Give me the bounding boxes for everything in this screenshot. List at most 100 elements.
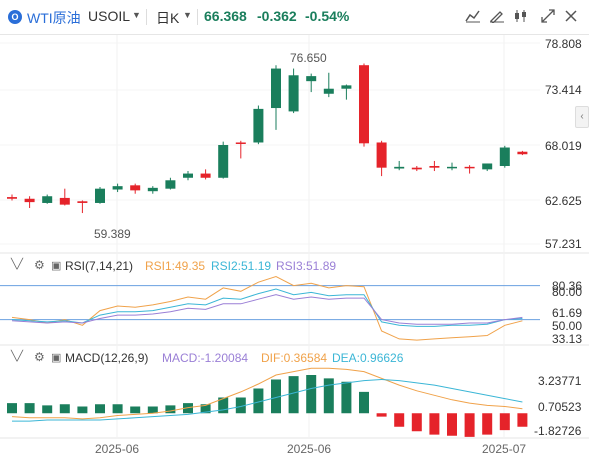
header-divider — [0, 34, 589, 35]
candle-body — [24, 198, 35, 203]
candle-body — [253, 108, 264, 143]
chevron-down-icon: ▼ — [183, 10, 192, 20]
price-change-pct: -0.54% — [305, 8, 350, 24]
candle-body — [77, 201, 88, 203]
macd-bar — [271, 379, 281, 414]
macd-bar — [130, 406, 141, 414]
macd-bar — [95, 404, 105, 414]
close-icon[interactable] — [562, 9, 580, 26]
candle-type-icon[interactable] — [512, 9, 530, 26]
candle-body — [482, 163, 493, 170]
macd-bar — [376, 413, 387, 417]
rsi2-line — [11, 288, 523, 327]
chevron-down-icon: ▼ — [132, 10, 141, 20]
settings-icon[interactable]: ⚙ — [34, 350, 45, 364]
dif-line — [11, 367, 523, 420]
macd-bar — [429, 413, 440, 435]
symbol-selector[interactable]: O WTI原油 USOIL ▼ — [8, 8, 141, 26]
candle-body — [95, 188, 105, 203]
rsi-axis-label: 61.69 — [552, 306, 583, 320]
rsi1-line — [11, 275, 523, 341]
macd-legend: ╲╱ ⚙ ▣ MACD(12,26,9) MACD:-1.20084 DIF:0… — [0, 350, 540, 367]
macd-bar — [112, 404, 123, 414]
rsi3-line — [11, 294, 523, 325]
rsi3-value: RSI3:51.89 — [276, 259, 337, 273]
candle-body — [517, 151, 528, 155]
candle-body — [447, 166, 457, 169]
candle-body — [341, 85, 352, 89]
macd-indicator-icon: ▣ — [51, 352, 62, 364]
macd-bar — [183, 403, 193, 414]
macd-bar — [59, 404, 70, 414]
fullscreen-icon[interactable] — [539, 9, 557, 26]
symbol-code: USOIL — [88, 8, 131, 24]
rsi-axis-label: 33.13 — [552, 332, 583, 346]
x-axis-label: 2025-06 — [287, 442, 332, 456]
candle-body — [7, 197, 17, 199]
rsi-indicator-icon: ▣ — [51, 260, 62, 272]
candle-body — [235, 142, 246, 144]
collapse-axis-button[interactable]: ‹ — [575, 106, 589, 128]
candle-body — [394, 166, 405, 169]
macd-bar — [288, 376, 299, 414]
candle-body — [376, 142, 387, 168]
price-axis-label: 68.019 — [545, 139, 582, 153]
candle-body — [499, 147, 510, 166]
settings-icon[interactable]: ⚙ — [34, 258, 45, 272]
x-axis-label: 2025-07 — [482, 442, 527, 456]
divider — [146, 9, 147, 25]
candle-body — [359, 65, 369, 144]
macd-name: MACD(12,26,9) — [65, 351, 149, 365]
candle-body — [411, 167, 422, 170]
rsi2-value: RSI2:51.19 — [211, 259, 272, 273]
price-axis-label: 73.414 — [545, 83, 582, 97]
macd-bar — [341, 381, 352, 414]
macd-bar — [24, 403, 35, 414]
candle-body — [183, 173, 193, 178]
macd-bar — [323, 378, 334, 414]
macd-bar — [165, 405, 176, 414]
macd-bar — [42, 405, 53, 414]
symbol-logo-icon: O — [8, 10, 22, 24]
candle-body — [42, 196, 53, 203]
dif-value: DIF:0.36584 — [261, 351, 328, 365]
dea-line — [12, 378, 523, 422]
macd-bar — [306, 375, 317, 414]
rsi-legend: ╲╱ ⚙ ▣ RSI(7,14,21) RSI1:49.35 RSI2:51.1… — [0, 258, 540, 275]
price-axis-label: 62.625 — [545, 194, 582, 208]
price-change: -0.362 — [257, 8, 297, 24]
rsi-axis-label: 80.36 — [552, 279, 583, 293]
price-axis-label: 78.808 — [545, 37, 582, 51]
dea-value: DEA:0.96626 — [332, 351, 404, 365]
macd-axis-label: 0.70523 — [538, 400, 582, 414]
candle-body — [165, 180, 176, 189]
price-axis-label: 57.231 — [545, 237, 582, 251]
draw-tool-icon[interactable] — [488, 9, 506, 26]
candle-body — [112, 186, 123, 190]
collapse-triangle-icon[interactable]: ╲╱ — [11, 351, 24, 362]
candle-body — [200, 173, 211, 178]
collapse-triangle-icon[interactable]: ╲╱ — [11, 259, 24, 270]
rsi-axis-label: 80.00 — [552, 285, 583, 299]
macd-bar — [482, 413, 493, 435]
candle-body — [130, 185, 141, 191]
macd-bar — [77, 406, 88, 414]
macd-bar — [464, 413, 475, 437]
last-price: 66.368 — [204, 8, 247, 24]
macd-bar — [147, 406, 158, 414]
macd-value: MACD:-1.20084 — [162, 351, 249, 365]
macd-bar — [7, 403, 17, 414]
divider — [197, 9, 198, 25]
macd-bar — [517, 413, 528, 427]
macd-bar — [394, 413, 405, 427]
macd-bar — [411, 413, 422, 432]
low-price-annotation: 59.389 — [94, 227, 131, 241]
candle-body — [218, 145, 229, 178]
macd-bar — [499, 413, 510, 431]
period-selector[interactable]: 日K ▼ — [156, 8, 194, 26]
candle-body — [271, 68, 281, 109]
indicator-icon[interactable] — [464, 9, 482, 26]
macd-axis-label: 3.23771 — [538, 374, 582, 388]
macd-bar — [447, 413, 457, 436]
